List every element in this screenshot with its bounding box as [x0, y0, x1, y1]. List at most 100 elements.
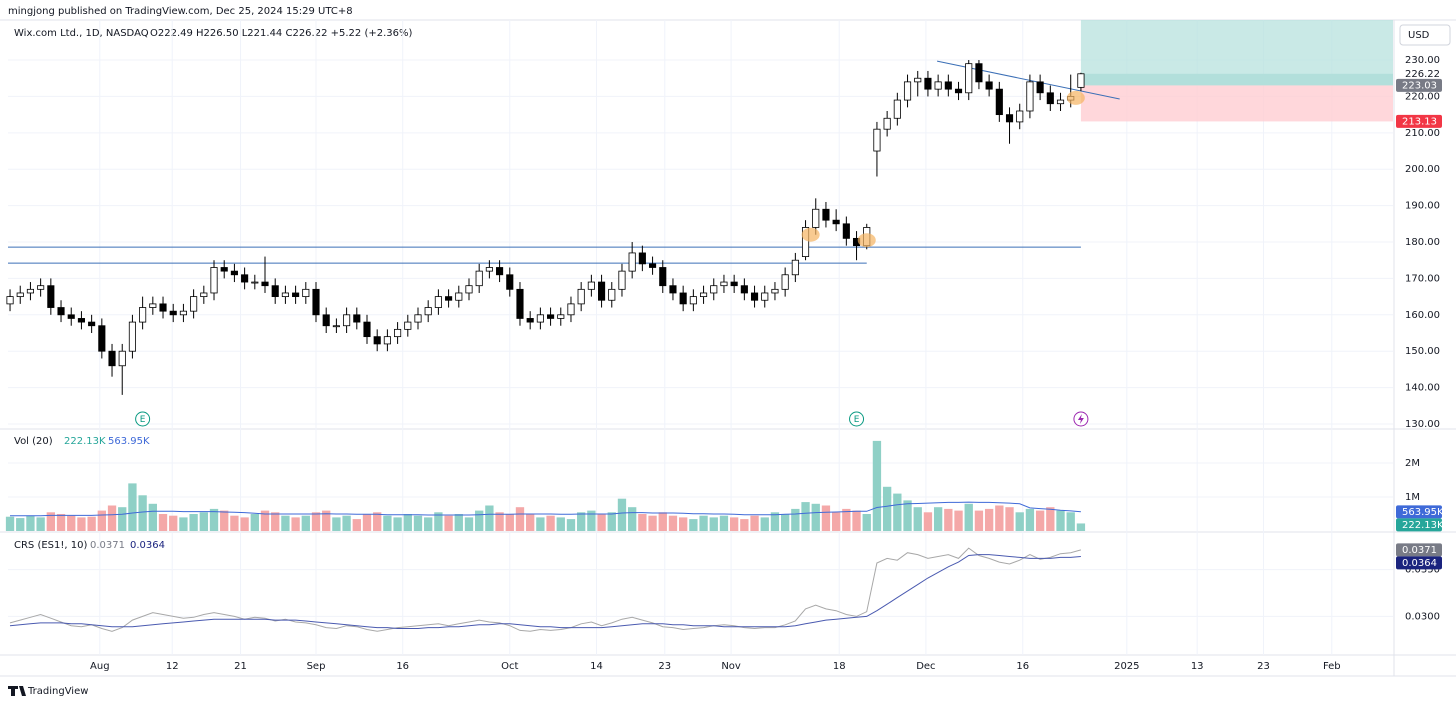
- candle-body: [98, 325, 106, 352]
- candle-body: [995, 88, 1003, 116]
- candle-body: [883, 117, 891, 130]
- candle-body: [67, 314, 75, 319]
- volume-bar: [46, 512, 55, 531]
- volume-bar: [852, 510, 861, 531]
- volume-bar: [291, 517, 300, 531]
- candle-body: [108, 350, 116, 367]
- volume-bar: [668, 515, 678, 531]
- candle-body: [159, 303, 167, 312]
- volume-bar: [862, 513, 871, 531]
- volume-bar: [780, 513, 790, 531]
- volume-bar: [1015, 512, 1024, 531]
- x-tick-label: 16: [1016, 661, 1029, 672]
- volume-bar: [454, 513, 463, 531]
- volume-bar: [128, 483, 137, 531]
- lightning: [1077, 414, 1084, 424]
- x-tick-label: 21: [234, 661, 247, 672]
- volume-bar: [118, 507, 127, 531]
- volume-bar: [373, 512, 382, 531]
- crs-title: CRS (ES1!, 10): [14, 540, 87, 551]
- y-tick-label: 210.00: [1405, 128, 1440, 139]
- candle-body: [526, 318, 534, 323]
- volume-bar: [16, 518, 25, 531]
- highlight: [801, 227, 820, 242]
- volume-bar: [148, 503, 157, 531]
- volume-bar: [26, 515, 35, 531]
- legend-value: 0.0371: [90, 540, 125, 551]
- candle-body: [220, 267, 228, 272]
- badge-label: 563.95K: [1402, 507, 1444, 518]
- volume-bar: [944, 508, 953, 531]
- volume-bar: [811, 503, 820, 531]
- volume-bar: [597, 513, 606, 531]
- candle-body: [322, 314, 330, 327]
- y-tick-label: 170.00: [1405, 273, 1440, 284]
- x-tick-label: 14: [590, 661, 603, 672]
- volume-bar: [628, 507, 637, 531]
- candle-body: [761, 292, 769, 301]
- x-tick-label: Oct: [501, 661, 518, 672]
- legend-value: 0.0364: [130, 540, 165, 551]
- volume-bar: [485, 505, 494, 531]
- volume-bar: [536, 517, 545, 531]
- volume-bar: [352, 519, 361, 531]
- price-badge: [1396, 78, 1442, 92]
- volume-bar: [444, 515, 453, 531]
- candle-body: [190, 296, 198, 312]
- candle-body: [373, 336, 381, 345]
- y-tick-label: 0.0350: [1405, 565, 1440, 576]
- candle-body: [292, 292, 300, 298]
- candle-body: [251, 281, 259, 284]
- candle-body: [496, 267, 504, 276]
- candle-body: [16, 292, 24, 298]
- earnings-icon: [135, 411, 151, 427]
- candle-body: [822, 208, 830, 221]
- y-tick-label: 1M: [1405, 492, 1420, 503]
- candle-body: [281, 292, 289, 298]
- volume-bar: [230, 515, 239, 531]
- candle-body: [873, 128, 881, 152]
- volume-bar: [342, 515, 351, 531]
- candle-body: [516, 288, 524, 319]
- volume-bar: [67, 515, 76, 531]
- volume-bar: [413, 515, 423, 531]
- vol-title: Vol (20): [14, 436, 53, 447]
- candle-body: [37, 285, 45, 290]
- volume-bar: [760, 517, 769, 531]
- volume-bar: [658, 512, 667, 531]
- candle-body: [618, 270, 626, 290]
- candle-body: [394, 328, 402, 338]
- volume-bar: [250, 513, 259, 531]
- volume-bar: [679, 517, 688, 531]
- candle-body: [1036, 81, 1044, 94]
- price-badge: [1396, 518, 1442, 532]
- volume-bar: [903, 500, 912, 531]
- volume-bar: [1076, 523, 1086, 531]
- candle-body: [424, 307, 432, 316]
- ohlc: O222.49 H226.50 L221.44 C226.22 +5.22 (+…: [150, 28, 412, 39]
- candle-body: [536, 314, 544, 323]
- candle-body: [965, 63, 973, 94]
- y-tick-label: 0.0300: [1405, 611, 1440, 622]
- candle-body: [241, 274, 249, 283]
- price-badge: [1396, 114, 1442, 128]
- logo: [8, 686, 26, 696]
- candle-body: [1046, 92, 1054, 105]
- candle-body: [414, 314, 422, 323]
- crs-line: [9, 547, 1082, 632]
- currency-box[interactable]: [1399, 24, 1451, 46]
- candle-body: [1077, 73, 1085, 88]
- volume-bar: [954, 510, 963, 531]
- badge-label: 0.0371: [1402, 545, 1437, 556]
- volume-bar: [750, 515, 759, 531]
- candle-body: [587, 281, 595, 290]
- x-tick-label: 18: [833, 661, 846, 672]
- candle-body: [363, 321, 371, 338]
- volume-bar: [77, 517, 86, 531]
- volume-bar: [189, 513, 198, 531]
- candle-body: [57, 307, 65, 316]
- volume-bar: [179, 517, 188, 531]
- candle-body: [485, 267, 493, 272]
- badge-label: 223.03: [1402, 80, 1437, 91]
- candle-body: [720, 281, 728, 287]
